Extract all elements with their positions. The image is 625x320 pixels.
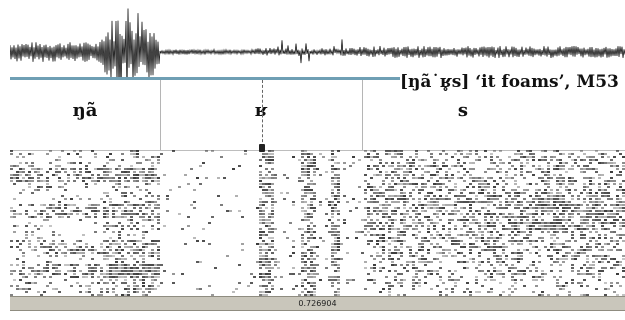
segment-boundary[interactable]: [160, 80, 161, 150]
segment-label-fricative: ʁ: [254, 100, 268, 121]
segment-label-s: s: [457, 100, 469, 121]
spectrogram-texture: [10, 150, 625, 296]
waveform-trace: [10, 8, 625, 80]
waveform-baseline: [10, 77, 400, 80]
cursor-handle[interactable]: [259, 144, 265, 152]
segment-boundary[interactable]: [362, 80, 363, 150]
cursor-time-bar[interactable]: 0.726904: [10, 296, 625, 311]
transcription-caption: [ŋã˙ʁ̥s] ‘it foams’, M53: [400, 70, 625, 94]
segment-label-nasal: ŋã: [72, 100, 98, 121]
spectrogram-panel: [10, 150, 625, 296]
waveform-panel: [10, 8, 625, 80]
time-cursor[interactable]: [262, 80, 263, 152]
segment-tier[interactable]: ŋã ʁ s: [10, 80, 625, 151]
